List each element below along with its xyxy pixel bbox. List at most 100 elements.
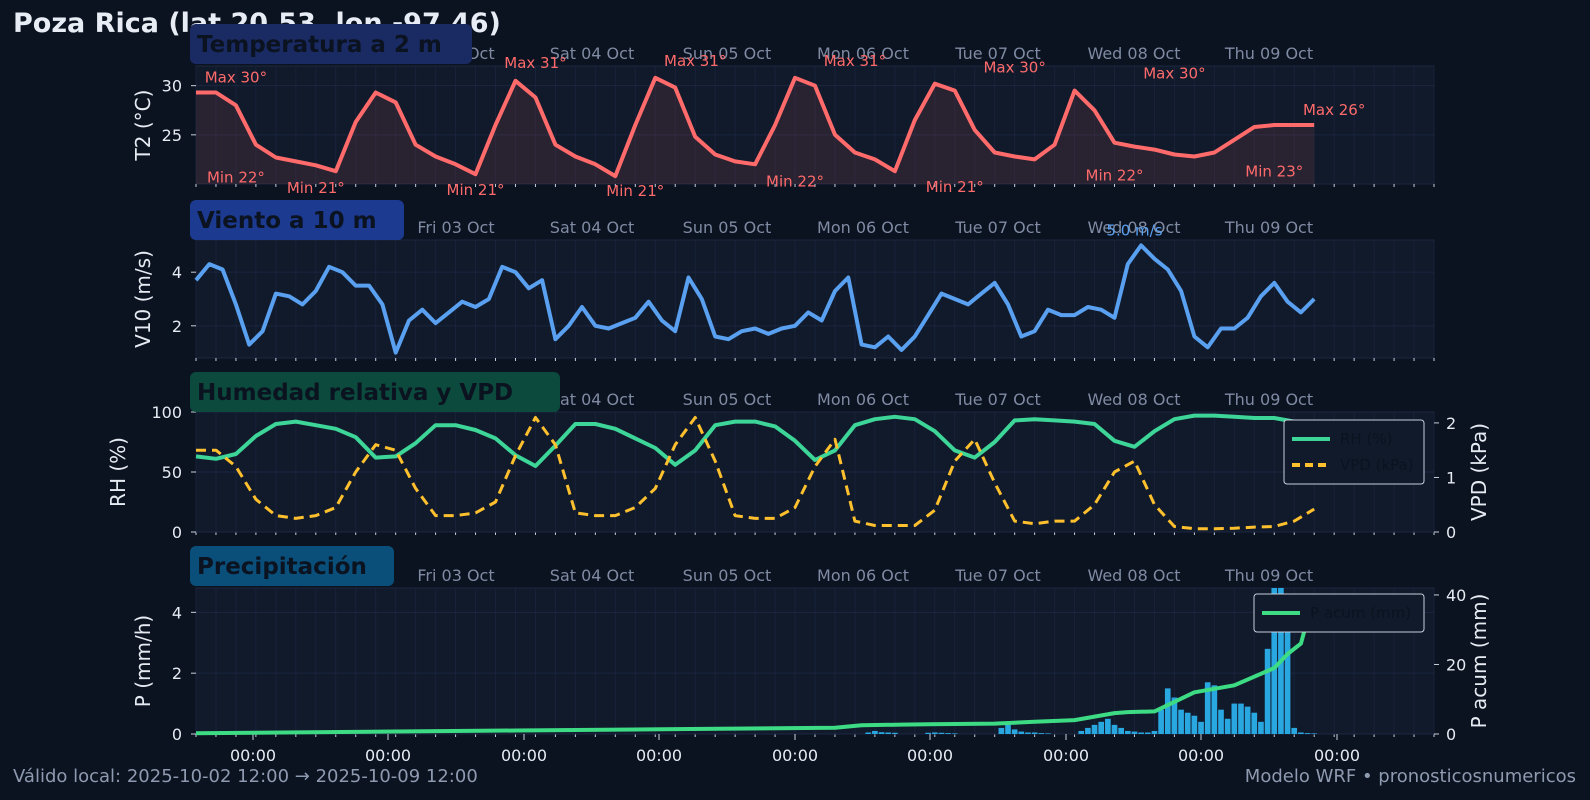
precip-bar	[1124, 730, 1131, 734]
day-label: Tue 07 Oct	[954, 44, 1041, 63]
precip-bar	[1144, 732, 1151, 734]
panel-title: Temperatura a 2 m	[197, 32, 442, 58]
precip-bar	[1271, 588, 1278, 734]
precip-bar	[1298, 732, 1304, 734]
precip-bar	[1005, 724, 1011, 734]
legend-label: P acum (mm)	[1310, 604, 1411, 622]
precip-bar	[951, 733, 958, 734]
precip-bar	[1171, 697, 1178, 734]
day-label: Thu 09 Oct	[1224, 44, 1313, 63]
x-tick-label: 00:00	[1043, 746, 1089, 765]
legend-label: RH (%)	[1340, 430, 1392, 448]
legend-label: VPD (kPa)	[1340, 456, 1414, 474]
y-axis-label: V10 (m/s)	[131, 250, 155, 348]
day-label: Thu 09 Oct	[1224, 566, 1313, 585]
y-right-tick-label: 1	[1446, 468, 1456, 487]
precip-bar	[1258, 721, 1264, 734]
precip-bar	[1238, 703, 1244, 734]
precip-bar	[1151, 730, 1158, 734]
annotation: Max 31°	[504, 54, 566, 72]
precip-bar	[1018, 731, 1025, 734]
x-tick-label: 00:00	[1178, 746, 1224, 765]
precip-bar	[1231, 703, 1238, 734]
y-tick-label: 25	[162, 126, 182, 145]
day-label: Sun 05 Oct	[683, 390, 772, 409]
precip-bar	[1191, 715, 1198, 734]
precip-bar	[865, 732, 872, 734]
x-tick-label: 00:00	[636, 746, 682, 765]
panel-2: Fri 03 Oct Sat 04 Oct Sun 05 Oct Mon 06 Oct…	[131, 200, 1435, 361]
precip-bar	[1251, 712, 1258, 734]
precip-bar	[931, 732, 938, 734]
precip-bar	[1244, 706, 1251, 734]
precip-bar	[892, 732, 898, 734]
y-axis-label: T2 (°C)	[131, 90, 155, 162]
y-tick-label: 4	[172, 263, 182, 282]
wind-line	[194, 243, 1316, 355]
annotation: Min 21°	[926, 178, 984, 196]
precip-bar	[938, 732, 945, 734]
y-tick-label: 30	[162, 77, 182, 96]
y-tick-label: 0	[172, 725, 182, 744]
precip-bar	[1098, 721, 1105, 734]
panel-title: Viento a 10 m	[197, 208, 377, 234]
day-label: Sat 04 Oct	[550, 390, 634, 409]
y-right-tick-label: 0	[1446, 725, 1456, 744]
y-right-tick-label: 2	[1446, 414, 1456, 433]
day-label: Sat 04 Oct	[550, 44, 634, 63]
day-label: Tue 07 Oct	[954, 218, 1041, 237]
panel-title: Precipitación	[197, 554, 367, 580]
annotation: Max 26°	[1303, 101, 1365, 119]
precip-bar	[1178, 709, 1184, 734]
precip-bar	[1131, 731, 1138, 734]
y-tick-label: 50	[162, 463, 182, 482]
precip-bar	[1311, 733, 1318, 734]
y-tick-label: 100	[151, 403, 182, 422]
day-label: Tue 07 Oct	[954, 566, 1041, 585]
y-right-axis-label: VPD (kPa)	[1467, 423, 1491, 521]
x-tick-label: 00:00	[230, 746, 276, 765]
day-label: Wed 08 Oct	[1087, 44, 1180, 63]
precip-bar	[1045, 733, 1051, 734]
panel-title-box	[190, 372, 560, 412]
y-right-tick-label: 40	[1446, 586, 1466, 605]
y-right-tick-label: 0	[1446, 523, 1456, 542]
x-tick-label: 00:00	[1314, 746, 1360, 765]
day-label: Sat 04 Oct	[550, 566, 634, 585]
day-label: Sun 05 Oct	[683, 218, 772, 237]
annotation: Min 23°	[1245, 162, 1303, 180]
precip-bar	[1284, 621, 1291, 734]
precip-bar	[1025, 732, 1031, 734]
precip-bar	[1291, 727, 1298, 734]
precip-bar	[872, 730, 878, 734]
panel-title: Humedad relativa y VPD	[197, 380, 513, 406]
precip-bar	[1118, 727, 1125, 734]
day-label: Sun 05 Oct	[683, 566, 772, 585]
precip-bar	[1204, 682, 1211, 734]
precip-bar	[925, 732, 931, 734]
precip-bar	[1264, 648, 1271, 734]
day-label: Sat 04 Oct	[550, 218, 634, 237]
valid-period-text: Válido local: 2025-10-02 12:00 → 2025-10…	[13, 766, 478, 787]
day-label: Wed 08 Oct	[1087, 390, 1180, 409]
y-axis-label: P (mm/h)	[131, 615, 155, 707]
annotation: Min 21°	[287, 179, 345, 197]
day-label: Mon 06 Oct	[817, 566, 909, 585]
precip-bar	[1038, 733, 1045, 734]
annotation: Max 30°	[1143, 65, 1205, 83]
precip-bar	[1111, 724, 1118, 734]
annotation: Min 21°	[447, 181, 505, 199]
precip-bar	[1078, 730, 1085, 734]
x-tick-label: 00:00	[365, 746, 411, 765]
precip-bar	[1224, 718, 1231, 734]
panel-4: Fri 03 Oct Sat 04 Oct Sun 05 Oct Mon 06 Oct…	[131, 546, 1491, 765]
day-label: Tue 07 Oct	[954, 390, 1041, 409]
annotation: Max 31°	[824, 52, 886, 70]
precip-bar	[1211, 685, 1218, 734]
precip-bar	[1198, 721, 1204, 734]
precip-bar	[1138, 732, 1144, 734]
annotation: Min 22°	[766, 172, 824, 190]
precip-bar	[1158, 709, 1164, 734]
legend-box	[1253, 593, 1425, 633]
